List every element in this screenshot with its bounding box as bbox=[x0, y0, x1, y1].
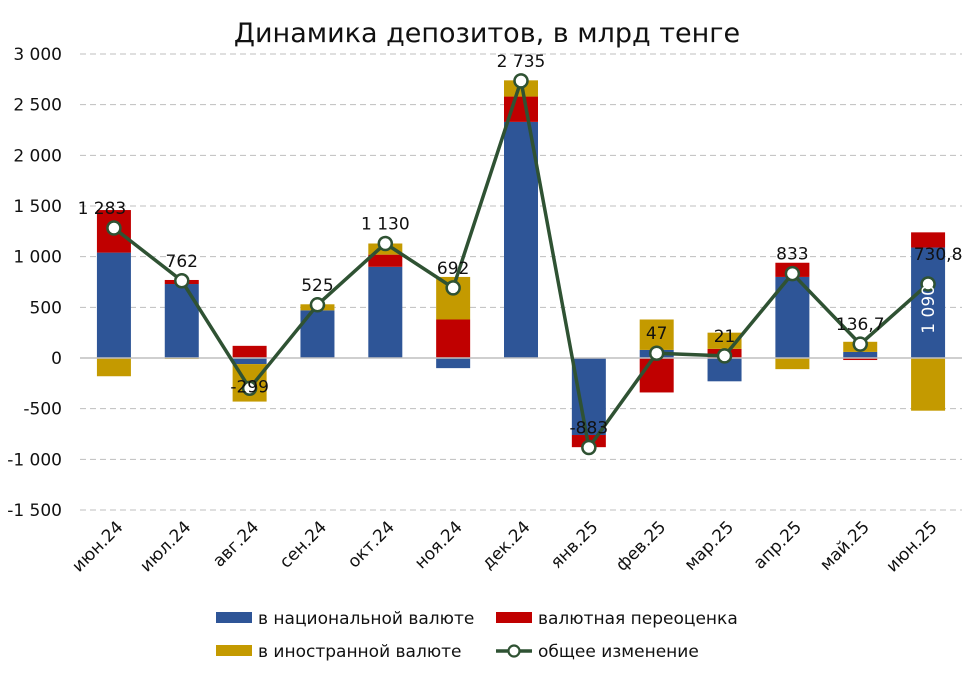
bar-segment-series-2 bbox=[96, 358, 131, 377]
bar-segment-series-1 bbox=[911, 232, 946, 248]
bar-segment-series-2 bbox=[775, 358, 810, 370]
x-tick-label: окт.24 bbox=[344, 517, 399, 572]
bar-segment-series-0 bbox=[504, 121, 538, 358]
line-data-label: 833 bbox=[776, 245, 808, 265]
line-marker bbox=[106, 220, 122, 236]
x-tick-label: сен.24 bbox=[276, 517, 331, 572]
bar-segment-series-2 bbox=[639, 319, 674, 350]
line-data-label: 525 bbox=[301, 276, 333, 296]
line-marker bbox=[784, 265, 801, 282]
line-marker bbox=[513, 73, 529, 89]
line-marker bbox=[377, 235, 394, 252]
y-tick-label: -1 000 bbox=[7, 450, 62, 470]
bar-segment-series-0 bbox=[571, 358, 606, 436]
bar-segment-series-0 bbox=[775, 276, 810, 358]
y-tick-label: 1 000 bbox=[13, 248, 62, 268]
bar-annotation-label: 1 090 bbox=[919, 285, 939, 334]
bar-segment-series-0 bbox=[707, 358, 742, 382]
legend-label-2: в иностранной валюте bbox=[258, 642, 462, 662]
legend-swatch-2 bbox=[216, 645, 252, 656]
bars bbox=[96, 80, 946, 448]
bar-segment-series-0 bbox=[368, 266, 403, 358]
bar-segment-series-1 bbox=[436, 319, 471, 358]
data-labels: 1 283 762 -299 525 1 130 692 2 735 -883 47 21 833 1… bbox=[78, 52, 963, 439]
x-tick-label: июн.24 bbox=[68, 517, 127, 576]
x-tick-label: апр.25 bbox=[750, 517, 806, 573]
x-tick-label: июл.24 bbox=[136, 517, 195, 576]
line-data-label: 136,7 bbox=[836, 315, 885, 335]
line-data-label: -299 bbox=[230, 377, 269, 397]
line-marker bbox=[309, 297, 326, 313]
line-data-label: 1 283 bbox=[78, 199, 127, 219]
line-marker bbox=[174, 273, 190, 289]
x-tick-label: июн.25 bbox=[883, 517, 942, 576]
bar-segment-series-1 bbox=[368, 254, 403, 267]
bar-segment-series-0 bbox=[164, 284, 199, 358]
line-data-label: 730,8 bbox=[914, 245, 963, 265]
line-marker bbox=[716, 348, 733, 364]
line-marker bbox=[648, 345, 665, 361]
line-marker bbox=[581, 439, 597, 456]
bar-segment-series-1 bbox=[639, 358, 674, 393]
bar-segment-series-0 bbox=[232, 358, 267, 365]
y-tick-label: 2 500 bbox=[13, 96, 62, 116]
legend-label-0: в национальной валюте bbox=[258, 609, 474, 629]
bar-segment-series-1 bbox=[232, 345, 267, 358]
y-axis: 3 000 2 500 2 000 1 500 1 000 500 0 -500 -1 000 -… bbox=[7, 45, 62, 521]
bar-segment-series-0 bbox=[96, 252, 131, 358]
x-tick-label: мар.25 bbox=[681, 517, 738, 574]
legend: в национальной валюте валютная переоценка… bbox=[216, 609, 738, 662]
line-data-label: 762 bbox=[166, 252, 198, 272]
y-tick-label: -500 bbox=[23, 400, 62, 420]
line-data-label: 1 130 bbox=[361, 214, 410, 234]
bar-segment-series-2 bbox=[911, 358, 946, 411]
x-tick-label: дек.24 bbox=[478, 517, 534, 573]
legend-label-1: валютная переоценка bbox=[538, 609, 738, 629]
line-marker bbox=[241, 380, 258, 397]
legend-swatch-0 bbox=[216, 612, 252, 623]
line-data-label: 2 735 bbox=[497, 52, 546, 72]
total-change-line bbox=[106, 73, 936, 456]
x-tick-label: май.25 bbox=[816, 517, 874, 575]
bar-segment-series-0 bbox=[843, 351, 878, 358]
bar-segment-series-0 bbox=[436, 358, 471, 369]
line-marker bbox=[920, 276, 936, 292]
x-axis: июн.24 июл.24 авг.24 сен.24 окт.24 ноя.24 дек.… bbox=[68, 517, 941, 576]
y-tick-label: 0 bbox=[51, 349, 62, 369]
bar-segment-series-0 bbox=[911, 247, 946, 358]
legend-label-3: общее изменение bbox=[538, 642, 699, 662]
y-tick-label: 500 bbox=[30, 298, 62, 318]
y-tick-label: 2 000 bbox=[13, 146, 62, 166]
x-tick-label: янв.25 bbox=[547, 517, 602, 572]
x-tick-label: авг.24 bbox=[209, 517, 263, 571]
line-data-label: -883 bbox=[570, 418, 609, 438]
line-data-label: 47 bbox=[646, 324, 668, 344]
x-tick-label: фев.25 bbox=[612, 517, 670, 575]
line-data-label: 692 bbox=[437, 259, 469, 279]
legend-line-marker bbox=[507, 644, 521, 658]
x-tick-label: ноя.24 bbox=[411, 517, 467, 573]
chart-title: Динамика депозитов, в млрд тенге bbox=[234, 18, 740, 49]
line-marker bbox=[445, 280, 461, 296]
legend-swatch-1 bbox=[496, 612, 532, 623]
line-marker bbox=[852, 336, 868, 352]
y-tick-label: 1 500 bbox=[13, 197, 62, 217]
y-tick-label: 3 000 bbox=[13, 45, 62, 65]
line-data-label: 21 bbox=[714, 327, 736, 347]
bar-segment-series-1 bbox=[843, 358, 878, 361]
y-tick-label: -1 500 bbox=[7, 501, 62, 521]
